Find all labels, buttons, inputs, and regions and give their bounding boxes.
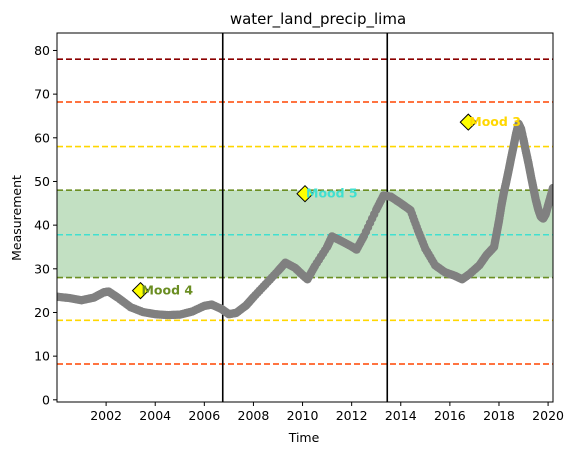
y-tick-label-0: 0	[42, 392, 50, 407]
x-axis-label: Time	[288, 430, 320, 445]
x-tick-label-1: 2004	[139, 408, 171, 423]
shaded-band	[57, 190, 553, 278]
x-tick-label-5: 2012	[336, 408, 368, 423]
plot-area: Mood 4 Mood 5 Mood 3	[57, 33, 553, 402]
annotation-label-1: Mood 5	[306, 186, 358, 201]
y-tick-label-4: 40	[34, 218, 50, 233]
y-tick-label-3: 30	[34, 261, 50, 276]
y-tick-label-2: 20	[34, 305, 50, 320]
annotation-marker-1	[296, 184, 314, 203]
y-tick-label-1: 10	[34, 349, 50, 364]
x-tick-label-8: 2018	[483, 408, 515, 423]
annotation-label-2: Mood 3	[469, 114, 521, 129]
x-tick-label-7: 2016	[434, 408, 466, 423]
y-tick-label-7: 70	[34, 87, 50, 102]
chart-title: water_land_precip_lima	[230, 10, 406, 29]
x-tick-label-6: 2014	[385, 408, 417, 423]
y-axis-label: Measurement	[9, 175, 24, 261]
y-tick-label-5: 50	[34, 174, 50, 189]
x-tick-label-0: 2002	[90, 408, 122, 423]
y-tick-label-6: 60	[34, 130, 50, 145]
annotation-label-0: Mood 4	[141, 283, 193, 298]
annotation-marker-2	[459, 113, 477, 131]
data-point-0-426	[548, 183, 553, 193]
x-tick-label-2: 2006	[188, 408, 220, 423]
axes-frame	[56, 32, 554, 403]
axes: 2002 2004 2006 2008 2010 2012 2014 2016 2018 2020…	[34, 32, 564, 423]
annotation-marker-0	[131, 281, 150, 300]
x-tick-label-9: 2020	[532, 408, 564, 423]
x-tick-label-4: 2010	[287, 408, 319, 423]
y-tick-label-8: 80	[34, 43, 50, 58]
x-tick-label-3: 2008	[238, 408, 270, 423]
